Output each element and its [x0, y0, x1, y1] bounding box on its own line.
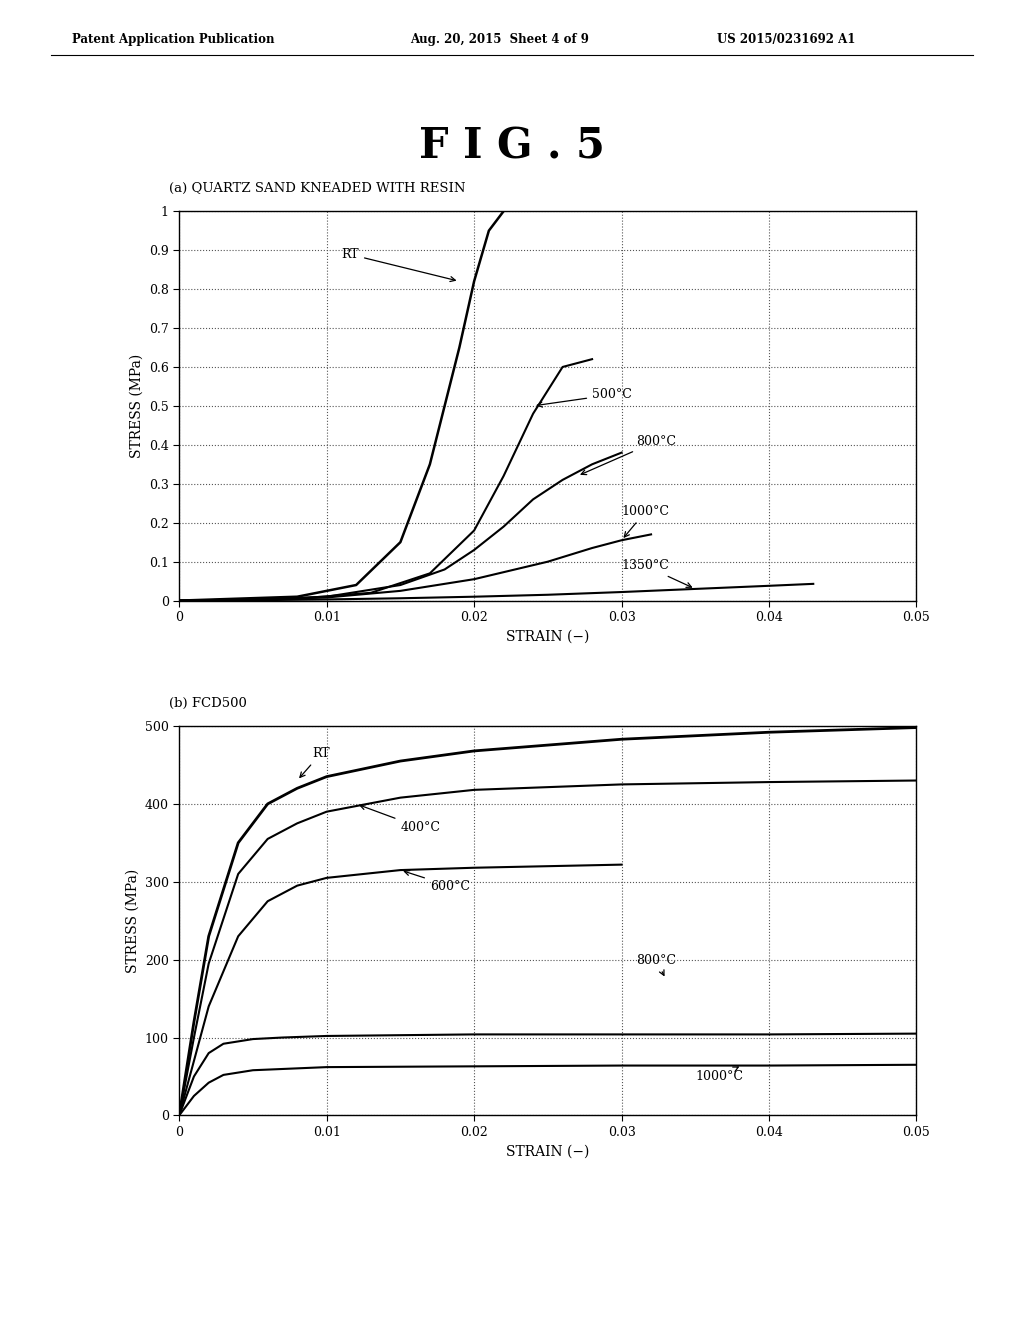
- Text: (b) FCD500: (b) FCD500: [169, 697, 247, 710]
- Text: F I G . 5: F I G . 5: [419, 125, 605, 168]
- Text: (a) QUARTZ SAND KNEADED WITH RESIN: (a) QUARTZ SAND KNEADED WITH RESIN: [169, 182, 466, 195]
- Text: 400°C: 400°C: [360, 805, 440, 834]
- Text: Patent Application Publication: Patent Application Publication: [72, 33, 274, 46]
- Text: 1000°C: 1000°C: [695, 1067, 743, 1084]
- Y-axis label: STRESS (MPa): STRESS (MPa): [129, 354, 143, 458]
- X-axis label: STRAIN (−): STRAIN (−): [506, 1144, 590, 1159]
- Text: 800°C: 800°C: [636, 953, 676, 975]
- Text: US 2015/0231692 A1: US 2015/0231692 A1: [717, 33, 855, 46]
- Text: RT: RT: [341, 248, 456, 281]
- Text: 1000°C: 1000°C: [622, 506, 670, 537]
- Text: 600°C: 600°C: [404, 870, 470, 892]
- Text: 1350°C: 1350°C: [622, 560, 691, 587]
- Text: 500°C: 500°C: [538, 388, 632, 407]
- Y-axis label: STRESS (MPa): STRESS (MPa): [125, 869, 139, 973]
- Text: RT: RT: [300, 747, 330, 777]
- Text: 800°C: 800°C: [582, 434, 676, 475]
- X-axis label: STRAIN (−): STRAIN (−): [506, 630, 590, 644]
- Text: Aug. 20, 2015  Sheet 4 of 9: Aug. 20, 2015 Sheet 4 of 9: [410, 33, 589, 46]
